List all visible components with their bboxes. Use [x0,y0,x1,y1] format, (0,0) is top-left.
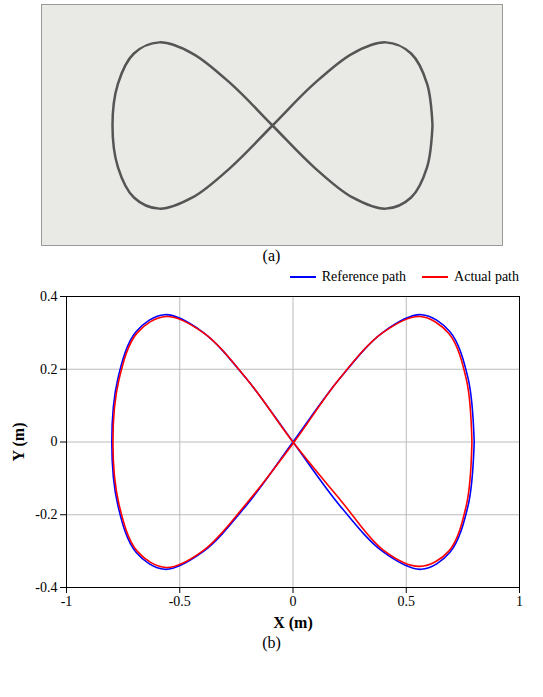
svg-text:-1: -1 [61,594,73,609]
svg-text:1: 1 [516,594,523,609]
svg-text:-0.2: -0.2 [35,507,57,522]
html-text:(a): (a) [262,247,281,264]
svg-text:0.2: 0.2 [40,362,58,377]
svg-text:X (m): X (m) [273,614,313,632]
svg-text:0: 0 [51,434,58,449]
svg-text:0.5: 0.5 [398,594,416,609]
svg-text:-0.5: -0.5 [169,594,191,609]
svg-text:0: 0 [290,594,297,609]
html-text:Actual path: Actual path [454,269,519,284]
svg-text:-0.4: -0.4 [35,580,57,595]
html-text:(b): (b) [262,634,281,651]
svg-text:Y (m): Y (m) [10,423,28,462]
html-text:Reference path: Reference path [321,269,407,284]
svg-text:0.4: 0.4 [40,289,58,304]
